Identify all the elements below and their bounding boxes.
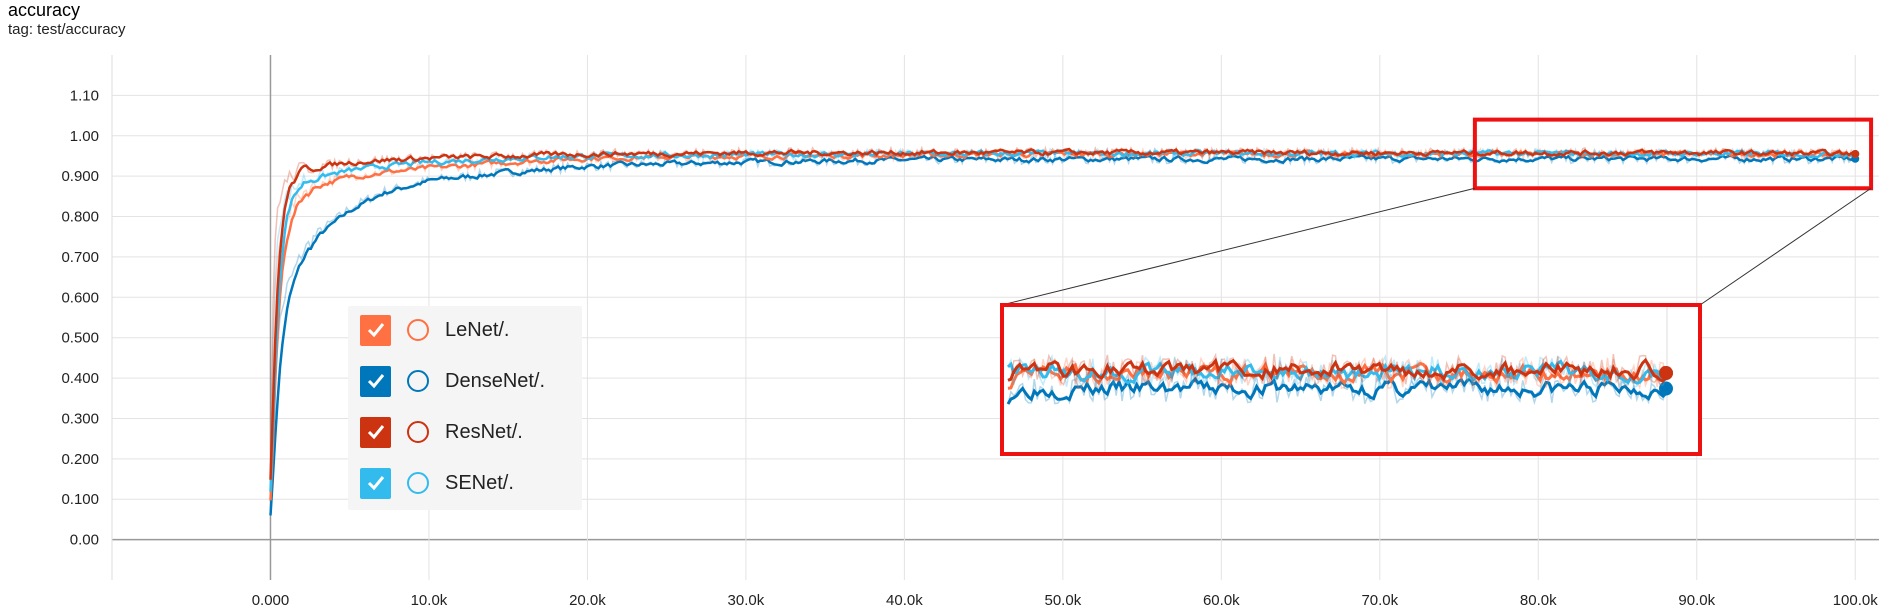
densenet-circle-icon[interactable] — [407, 370, 429, 392]
legend-item-senet[interactable]: SENet/. — [360, 465, 514, 501]
series-line-densenet — [269, 154, 1855, 516]
check-icon — [367, 425, 384, 440]
y-tick-label: 0.900 — [61, 168, 99, 185]
x-tick-label: 70.0k — [1361, 592, 1398, 609]
zoom-connector — [1699, 187, 1872, 306]
check-icon — [367, 476, 384, 491]
x-tick-label: 100.0k — [1833, 592, 1879, 609]
chart-tag: tag: test/accuracy — [8, 21, 126, 38]
legend-label-densenet: DenseNet/. — [445, 369, 546, 392]
y-tick-label: 0.100 — [61, 491, 99, 508]
senet-circle-icon[interactable] — [407, 472, 429, 494]
x-tick-label: 40.0k — [886, 592, 923, 609]
zoom-series-line — [1006, 359, 1667, 385]
x-tick-label: 80.0k — [1520, 592, 1557, 609]
y-tick-label: 0.400 — [61, 370, 99, 387]
y-tick-label: 0.500 — [61, 330, 99, 347]
y-tick-label: 1.00 — [70, 128, 99, 145]
legend-label-resnet: ResNet/. — [445, 420, 523, 443]
zoom-endpoint — [1659, 381, 1673, 396]
legend-item-densenet[interactable]: DenseNet/. — [360, 363, 545, 399]
y-tick-label: 0.800 — [61, 209, 99, 226]
zoom-series-line — [1007, 357, 1668, 383]
x-tick-label: 60.0k — [1203, 592, 1240, 609]
y-tick-label: 1.10 — [70, 87, 99, 104]
zoom-series-line — [1006, 376, 1668, 405]
zoom-inset-box — [1000, 303, 1702, 456]
resnet-circle-icon[interactable] — [407, 421, 429, 443]
zoom-overlay — [1000, 117, 1874, 456]
zoom-connector — [1001, 187, 1476, 306]
x-tick-label: 20.0k — [569, 592, 606, 609]
series-endpoint — [1851, 149, 1860, 158]
y-tick-labels: 0.00 0.100 0.200 0.300 0.400 0.500 0.600 0.700 0… — [61, 87, 99, 548]
x-tick-label: 50.0k — [1045, 592, 1082, 609]
x-tick-label: 30.0k — [728, 592, 765, 609]
y-tick-label: 0.600 — [61, 289, 99, 306]
densenet-checkbox[interactable] — [360, 365, 391, 397]
series-lines — [269, 145, 1860, 516]
x-tick-label: 90.0k — [1678, 592, 1715, 609]
y-tick-label: 0.200 — [61, 451, 99, 468]
x-tick-labels: 0.000 10.0k 20.0k 30.0k 40.0k 50.0k 60.0k 70.0k… — [252, 592, 1879, 609]
series-line-resnet — [269, 147, 1854, 480]
zoom-series-line — [1007, 361, 1668, 390]
y-tick-label: 0.700 — [61, 249, 99, 266]
lenet-checkbox[interactable] — [360, 314, 391, 346]
senet-checkbox[interactable] — [360, 467, 391, 499]
zoom-source-box — [1472, 117, 1874, 191]
y-tick-label: 0.00 — [70, 532, 99, 549]
legend-label-lenet: LeNet/. — [445, 318, 510, 341]
x-tick-label: 10.0k — [411, 592, 448, 609]
legend-label-senet: SENet/. — [445, 471, 514, 494]
legend: LeNet/. DenseNet/. ResNet/. SENet/. — [348, 306, 582, 510]
chart-title: accuracy — [8, 0, 81, 20]
resnet-checkbox[interactable] — [360, 416, 391, 448]
check-icon — [367, 323, 384, 338]
lenet-circle-icon[interactable] — [407, 319, 429, 341]
legend-item-resnet[interactable]: ResNet/. — [360, 414, 523, 450]
check-icon — [367, 374, 384, 389]
y-tick-label: 0.300 — [61, 410, 99, 427]
legend-item-lenet[interactable]: LeNet/. — [360, 312, 509, 348]
x-tick-label: 0.000 — [252, 592, 290, 609]
zoom-endpoint — [1659, 366, 1673, 381]
